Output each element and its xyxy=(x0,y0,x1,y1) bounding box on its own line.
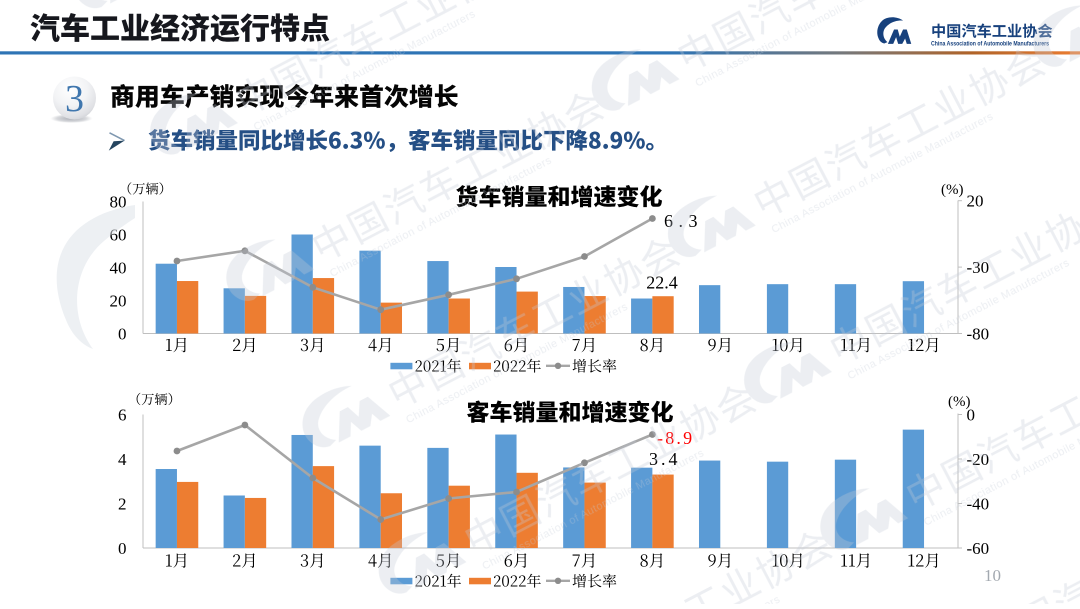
svg-text:(%): (%) xyxy=(948,394,971,410)
svg-text:3: 3 xyxy=(65,78,84,120)
svg-text:4: 4 xyxy=(118,450,127,469)
svg-text:80: 80 xyxy=(110,193,127,212)
svg-text:-80: -80 xyxy=(967,325,990,344)
svg-text:20: 20 xyxy=(110,292,127,311)
svg-text:40: 40 xyxy=(110,259,127,278)
svg-text:China Association of Automobil: China Association of Automobile Manufact… xyxy=(931,41,1049,48)
svg-text:0: 0 xyxy=(118,325,127,344)
svg-text:-30: -30 xyxy=(967,258,990,277)
svg-text:6: 6 xyxy=(118,406,127,425)
svg-text:2: 2 xyxy=(118,495,127,514)
svg-text:0: 0 xyxy=(967,406,976,425)
svg-text:20: 20 xyxy=(967,192,984,211)
svg-text:0: 0 xyxy=(118,539,127,558)
svg-text:10: 10 xyxy=(984,566,1001,585)
svg-text:(%): (%) xyxy=(941,182,964,198)
svg-text:-60: -60 xyxy=(967,539,990,558)
svg-text:22.4: 22.4 xyxy=(646,273,678,293)
